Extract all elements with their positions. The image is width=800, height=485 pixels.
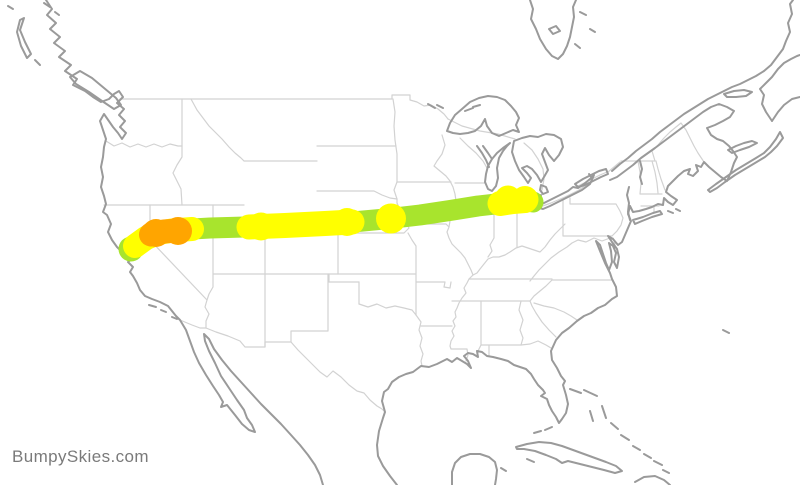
- atlantic-gulf-coast: [376, 103, 738, 485]
- cuba: [515, 441, 623, 474]
- lake-michigan: [476, 142, 511, 192]
- bermuda: [722, 329, 730, 334]
- channel-islands: [148, 304, 178, 320]
- route-blob-light: [511, 186, 539, 213]
- anticosti-island: [723, 89, 753, 98]
- florida-keys: [533, 426, 553, 434]
- st-lawrence-labrador: [611, 0, 794, 172]
- lake-huron: [511, 133, 564, 184]
- newfoundland: [759, 54, 800, 122]
- site-watermark: BumpySkies.com: [12, 447, 149, 466]
- state-borders: [103, 94, 705, 413]
- long-island: [632, 208, 681, 225]
- hispaniola: [634, 475, 671, 485]
- james-bay: [529, 0, 596, 60]
- haida-gwaii: [16, 17, 32, 59]
- bahamas: [569, 388, 670, 474]
- turbulence-route: [118, 185, 544, 262]
- route-blob-moderate: [164, 217, 192, 245]
- yucatan: [451, 453, 507, 485]
- route-blob-moderate: [142, 219, 170, 247]
- coastlines: [7, 0, 800, 485]
- lake-of-the-woods: [427, 103, 444, 109]
- route-blob-light: [333, 208, 361, 236]
- lake-ontario: [574, 168, 609, 188]
- nova-scotia: [707, 131, 784, 193]
- prince-edward-island: [727, 140, 758, 154]
- vancouver-island: [69, 70, 122, 110]
- hudson-river-champlain: [626, 160, 643, 221]
- route-blob-light: [247, 212, 275, 241]
- route-blob-light: [376, 203, 406, 234]
- lake-superior: [446, 95, 520, 137]
